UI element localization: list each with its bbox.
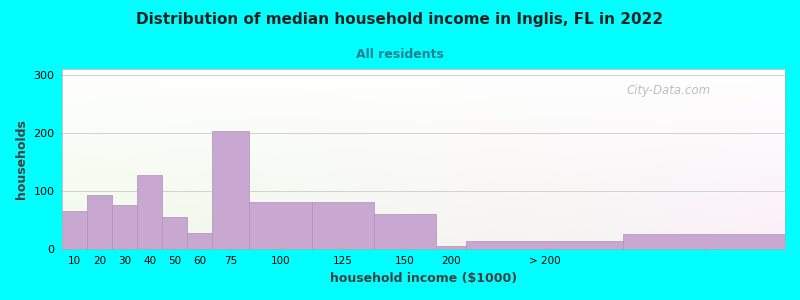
Bar: [436, 246, 466, 249]
Bar: [311, 202, 374, 249]
X-axis label: household income ($1000): household income ($1000): [330, 272, 518, 285]
Bar: [87, 195, 112, 249]
Y-axis label: households: households: [15, 119, 28, 199]
Text: City-Data.com: City-Data.com: [626, 84, 710, 97]
Bar: [623, 234, 785, 249]
Bar: [112, 205, 137, 249]
Bar: [374, 214, 436, 249]
Text: Distribution of median household income in Inglis, FL in 2022: Distribution of median household income …: [137, 12, 663, 27]
Text: All residents: All residents: [356, 48, 444, 61]
Bar: [62, 211, 87, 249]
Bar: [212, 131, 250, 249]
Bar: [162, 217, 187, 249]
Bar: [250, 202, 311, 249]
Bar: [137, 175, 162, 249]
Bar: [466, 241, 623, 249]
Bar: [187, 233, 212, 249]
